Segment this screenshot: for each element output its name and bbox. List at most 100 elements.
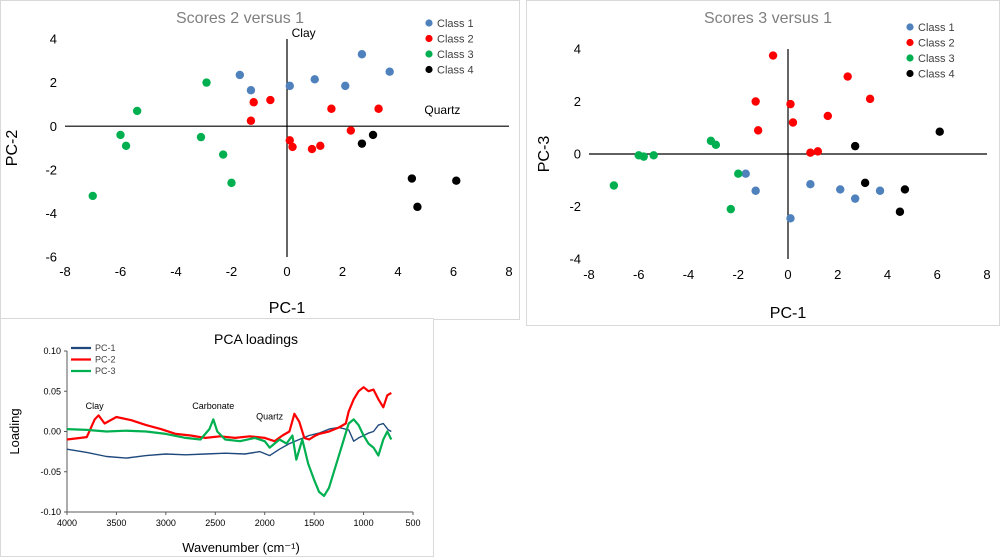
scores-3-versus-1-y-tick-label: -2	[569, 199, 581, 214]
scores-2-versus-1-class-2-point	[327, 104, 336, 113]
scores-3-versus-1-class-2-point	[751, 97, 760, 106]
scores-3-versus-1-title: Scores 3 versus 1	[704, 10, 832, 27]
scores-2-versus-1-title: Scores 2 versus 1	[176, 10, 304, 27]
scores-3-versus-1-class-2-point	[788, 118, 798, 127]
scores-2-versus-1-class-2-point	[374, 104, 383, 113]
scores-3-versus-1-class-4-point	[860, 178, 870, 188]
pca-loadings-x-axis-label: Wavenumber (cm⁻¹)	[182, 540, 300, 555]
scores-2-versus-1-x-tick-label: -6	[115, 264, 127, 279]
scores-2-versus-1-class-1-point	[310, 75, 319, 84]
scores-2-versus-1-y-tick-label: 0	[50, 119, 57, 134]
scores-3-versus-1-y-axis-label: PC-3	[536, 136, 553, 173]
scores-2-versus-1-y-tick-label: 4	[50, 32, 57, 47]
scores-3-versus-1-y-tick-label: 4	[574, 42, 581, 57]
pca-loadings-x-tick-label: 2000	[255, 518, 275, 528]
scores-2-versus-1-class-4-point	[407, 174, 417, 183]
scores-3-versus-1-class-1-point	[741, 169, 750, 178]
scores-2-versus-1-class-1-point	[285, 81, 294, 91]
scores-2-versus-1-class-1-point	[246, 86, 256, 95]
scores-3-versus-1-class-2-point	[813, 147, 823, 156]
scores-2-versus-1-class-3-point	[196, 132, 206, 142]
scores-3-vs-1-chart-panel: Scores 3 versus 1 -8 -6 -4 -2 0 2 4 6 8 -4 -2 0 2 4 PC-…	[526, 0, 1000, 326]
scores-2-versus-1-x-tick-label: 2	[339, 264, 346, 279]
pca-loadings-legend-pc-1-label: PC-1	[95, 343, 116, 353]
scores-3-versus-1-class-2-point	[843, 72, 852, 81]
scores-3-versus-1-x-tick-label: 4	[884, 267, 891, 282]
pca-loadings-y-tick-label: 0.05	[43, 386, 61, 396]
pca-loadings-x-tick-label: 2500	[205, 518, 225, 528]
scores-2-versus-1-class-4-point	[413, 202, 422, 212]
scores-3-versus-1-class-3-point	[726, 204, 735, 214]
pca-loadings-x-tick-label: 1500	[304, 518, 324, 528]
pca-loadings-x-tick-label: 3500	[106, 518, 126, 528]
scores-2-versus-1-x-tick-label: -8	[59, 264, 71, 279]
scores-3-versus-1-class-1-point	[875, 186, 885, 195]
scores-3-versus-1-y-tick-label: 0	[574, 147, 581, 162]
scores-2-versus-1-class-2-point	[346, 126, 356, 135]
pca-loadings-x-tick-label: 500	[405, 518, 420, 528]
scores-2-versus-1-class-3-point	[121, 141, 131, 151]
scores-3-versus-1-x-tick-label: 2	[834, 267, 841, 282]
scores-3-versus-1-legend-class-1-swatch	[906, 23, 914, 31]
scores-3-versus-1-legend-class-1-label: Class 1	[918, 22, 955, 34]
scores-2-versus-1-x-tick-label: 6	[450, 264, 457, 279]
scores-2-versus-1-class-3-point	[88, 191, 97, 201]
scores-3-versus-1-class-3-point	[649, 151, 658, 160]
scores-3-versus-1-x-tick-label: -4	[683, 267, 695, 282]
scores-2-versus-1-x-tick-label: -2	[226, 264, 238, 279]
scores-2-versus-1-class-3-point	[218, 150, 228, 159]
scores-3-versus-1-y-tick-label: -4	[569, 252, 581, 267]
scores-3-versus-1-x-tick-label: -6	[633, 267, 645, 282]
scores-3-versus-1-class-1-point	[806, 179, 815, 189]
pca-loadings-annotation: Carbonate	[192, 401, 234, 411]
scores-3-versus-1-class-3-point	[609, 181, 619, 190]
scores-2-versus-1-x-tick-label: 4	[394, 264, 401, 279]
scores-3-versus-1-class-2-point	[806, 148, 815, 157]
scores-2-vs-1-chart: Scores 2 versus 1-8 -6 -4 -2 0 2 4 6 8-6-4-2024P…	[4, 10, 513, 317]
pca-loadings-y-tick-label: -0.05	[40, 467, 61, 477]
scores-3-versus-1-class-2-point	[753, 126, 763, 135]
scores-3-versus-1-class-4-point	[935, 127, 944, 136]
scores-3-versus-1-x-tick-label: 6	[934, 267, 941, 282]
pca-loadings-legend-pc-3-label: PC-3	[95, 366, 116, 376]
pca-loadings-y-tick-label: -0.10	[40, 507, 61, 517]
scores-2-versus-1-legend-class-2-label: Class 2	[437, 34, 474, 46]
pca-loadings-y-tick-label: 0.10	[43, 346, 61, 356]
scores-3-versus-1-class-4-point	[895, 207, 905, 216]
scores-2-versus-1-class-3-point	[132, 106, 142, 116]
scores-3-versus-1-class-3-point	[734, 169, 743, 178]
scores-2-versus-1-x-tick-label: 8	[505, 264, 512, 279]
scores-3-versus-1-legend-class-3-label: Class 3	[918, 53, 955, 65]
pca-loadings-pc-3-line	[66, 418, 393, 497]
scores-3-versus-1-class-1-point	[751, 186, 760, 195]
scores-2-versus-1-class-4-point	[357, 139, 367, 148]
scores-2-versus-1-legend-class-1-swatch	[425, 19, 433, 27]
scores-3-versus-1-class-2-point	[865, 94, 875, 104]
scores-2-versus-1-class-1-point	[385, 67, 394, 76]
scores-2-versus-1-class-3-point	[227, 178, 236, 188]
scores-2-versus-1-legend-class-4-swatch	[425, 65, 433, 74]
scores-2-versus-1-class-2-point	[285, 136, 294, 145]
scores-3-versus-1-x-tick-label: 8	[983, 267, 990, 282]
pca-loadings-y-tick-label: 0.00	[43, 427, 61, 437]
scores-2-versus-1-class-4-point	[368, 130, 378, 140]
scores-2-versus-1-class-2-point	[288, 142, 297, 152]
scores-2-versus-1-y-tick-label: 2	[50, 75, 57, 90]
scores-3-versus-1-class-4-point	[900, 185, 910, 194]
scores-2-versus-1-legend-class-1-label: Class 1	[437, 18, 474, 30]
scores-3-versus-1-legend-class-2-swatch	[906, 38, 914, 47]
pca-loadings-annotation: Clay	[86, 401, 105, 411]
scores-2-versus-1-class-3-point	[116, 130, 125, 140]
scores-3-versus-1-class-1-point	[850, 194, 860, 203]
scores-3-versus-1-legend-class-4-label: Class 4	[918, 69, 955, 81]
scores-2-versus-1-class-1-point	[341, 81, 350, 91]
pca-loadings-chart-panel: PCA loadings 4000 3500 3000 2500 2000 1500 1000…	[0, 318, 434, 557]
pca-loadings-pc-2-line	[66, 386, 392, 443]
pca-loadings-annotation: Quartz	[256, 411, 284, 421]
scores-3-versus-1-x-tick-label: -8	[583, 267, 595, 282]
scores-2-versus-1-annotation: Quartz	[424, 103, 460, 117]
scores-3-versus-1-class-3-point	[639, 152, 648, 161]
scores-2-versus-1-x-axis-label: PC-1	[269, 300, 306, 317]
scores-3-vs-1-chart: Scores 3 versus 1 -8 -6 -4 -2 0 2 4 6 8 -4 -2 0 2 4 PC-…	[536, 10, 991, 322]
scores-2-versus-1-class-2-point	[266, 95, 275, 105]
